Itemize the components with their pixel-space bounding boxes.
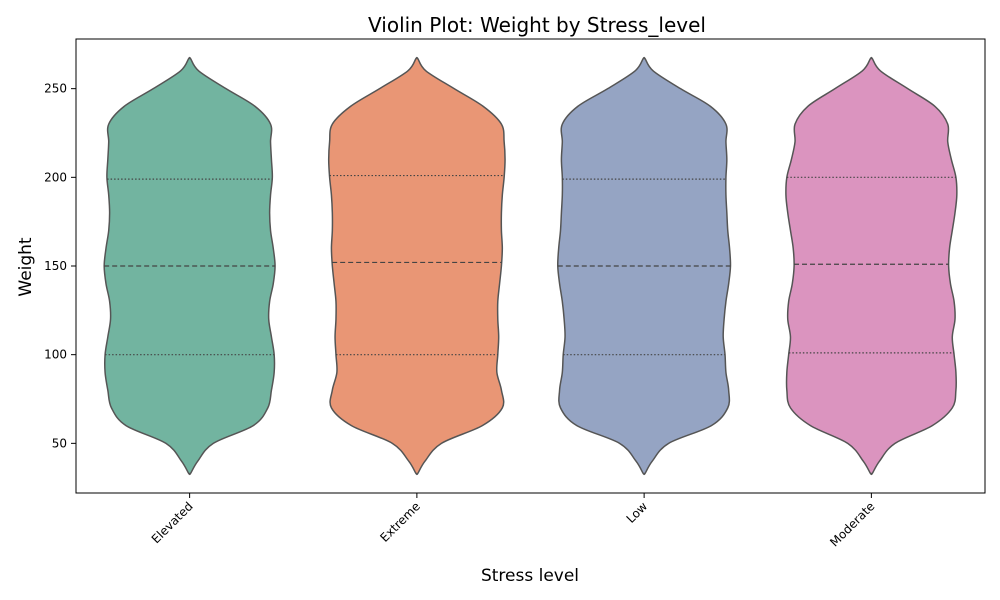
x-tick-label-moderate: Moderate xyxy=(827,499,877,549)
y-tick-label: 250 xyxy=(44,82,67,96)
y-tick-label: 50 xyxy=(52,436,67,450)
chart-title: Violin Plot: Weight by Stress_level xyxy=(368,13,706,37)
x-axis-label: Stress level xyxy=(481,566,579,586)
x-tick-label-low: Low xyxy=(624,499,651,526)
quartile-lines-layer xyxy=(104,174,956,356)
violin-extreme xyxy=(327,56,506,476)
x-tick-label-elevated: Elevated xyxy=(149,499,196,546)
violin-elevated xyxy=(103,56,276,476)
y-tick-label: 200 xyxy=(44,170,67,184)
violin-low xyxy=(556,56,732,476)
violins-layer xyxy=(103,56,958,476)
violin-moderate xyxy=(785,56,958,476)
y-axis-label: Weight xyxy=(16,237,36,297)
y-tick-label: 150 xyxy=(44,259,67,273)
x-tick-label-extreme: Extreme xyxy=(377,499,423,545)
y-tick-label: 100 xyxy=(44,348,67,362)
y-axis: 50 100 150 200 250 xyxy=(44,82,76,450)
x-axis: Elevated Extreme Low Moderate xyxy=(149,493,877,549)
plot-area xyxy=(75,38,986,494)
